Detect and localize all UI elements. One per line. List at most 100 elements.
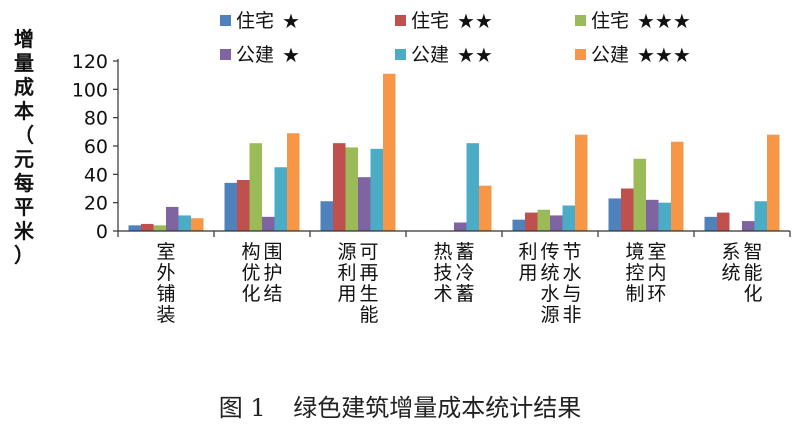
x-tick-label-char: 利 (518, 241, 537, 263)
bar (249, 143, 262, 231)
legend-label: 公建 (591, 44, 629, 66)
legend-label: 住宅 (591, 10, 629, 32)
bar (704, 216, 717, 231)
bar (633, 158, 646, 231)
x-tick-label-char: 装 (156, 304, 175, 326)
legend-item: 公建 ★★★ (575, 43, 691, 67)
x-tick-label-char: 室 (156, 241, 175, 263)
bar (550, 215, 563, 231)
y-axis-label-char: 元 (14, 147, 34, 171)
x-tick-label-char: 热 (433, 241, 452, 263)
x-tick-label-char: 结 (263, 283, 282, 305)
figure-title: 绿色建筑增量成本统计结果 (293, 394, 582, 422)
y-axis-label-char: 本 (14, 99, 34, 123)
legend: 住宅 ★ 住宅 ★★ 住宅 ★★★ 公建 ★ 公建 ★★ 公建 ★★★ (220, 9, 691, 67)
bar (383, 73, 396, 231)
bar (178, 215, 191, 231)
bar (287, 133, 300, 231)
bar (658, 202, 671, 231)
legend-label: 公建 (236, 44, 274, 66)
chart: 住宅 ★ 住宅 ★★ 住宅 ★★★ 公建 ★ 公建 ★★ 公建 ★★★ 0 20 40 60 80 100 120… (14, 9, 791, 326)
x-tick-label-char: 境 (625, 241, 644, 263)
legend-swatch (220, 49, 231, 60)
x-tick-label-char: 与 (562, 283, 581, 305)
x-tick-label-char: 能 (359, 304, 378, 326)
x-tick-label-char: 控 (625, 262, 644, 284)
x-tick-label-char: 水 (540, 283, 559, 305)
x-tick-label-char: 构 (241, 241, 260, 263)
figure-caption: 图 1 绿色建筑增量成本统计结果 (0, 388, 800, 423)
y-axis-label-char: 平 (14, 195, 34, 219)
x-tick-label-char: 统 (540, 262, 559, 284)
y-tick-label: 80 (84, 108, 108, 130)
x-tick-label-char: 围 (263, 241, 282, 263)
legend-stars: ★★★ (637, 9, 691, 33)
legend-stars: ★ (282, 9, 300, 33)
legend-stars: ★★ (457, 9, 493, 33)
x-tick-label-char: 环 (647, 283, 666, 305)
x-tick-label-char: 利 (337, 262, 356, 284)
legend-swatch (220, 15, 231, 26)
y-tick-label: 40 (84, 164, 108, 186)
x-tick-label-char: 外 (156, 262, 175, 284)
x-tick-label-char: 再 (359, 262, 378, 284)
y-axis-label-char: 量 (14, 51, 34, 75)
y-axis-label-char: 增 (14, 27, 34, 51)
bar (754, 201, 767, 231)
y-axis-label-char: ） (14, 243, 34, 267)
bar (166, 206, 179, 231)
figure-number: 图 1 (218, 394, 266, 422)
bar (646, 199, 659, 231)
y-tick-label: 120 (72, 51, 108, 73)
y-axis-label-char: 每 (14, 171, 34, 195)
x-tick-label-char: 传 (540, 241, 559, 263)
x-tick-label-char: 节 (562, 241, 581, 263)
x-tick-label-char: 技 (433, 262, 452, 284)
y-tick-label: 20 (84, 193, 108, 215)
x-tick-label-char: 源 (337, 241, 356, 263)
legend-swatch (575, 15, 586, 26)
bar (767, 134, 780, 231)
x-tick-label-char: 室 (647, 241, 666, 263)
bar (608, 198, 621, 231)
bar (466, 143, 479, 231)
y-tick-label: 0 (96, 221, 108, 243)
x-tick-label-char: 蓄 (455, 241, 474, 263)
x-tick-label-char: 智 (743, 241, 762, 263)
x-tick-label-char: 可 (359, 241, 378, 263)
legend-item: 住宅 ★ (220, 9, 300, 33)
bar (512, 219, 525, 231)
bar (141, 223, 154, 231)
x-tick-label-char: 内 (647, 262, 666, 284)
legend-stars: ★★★ (637, 43, 691, 67)
legend-item: 住宅 ★★★ (575, 9, 691, 33)
legend-label: 住宅 (236, 10, 274, 32)
bar (454, 222, 467, 231)
bars (128, 73, 780, 231)
x-tick-label-char: 系 (721, 241, 740, 263)
bar (320, 201, 333, 231)
x-tick-label-char: 用 (518, 262, 537, 284)
x-tick-label-char: 铺 (156, 283, 175, 305)
x-tick-label-char: 化 (241, 283, 260, 305)
x-tick-label-char: 源 (540, 304, 559, 326)
legend-label: 住宅 (411, 10, 449, 32)
legend-label: 公建 (411, 44, 449, 66)
bar (224, 182, 237, 231)
x-axis (117, 230, 791, 237)
x-tick-label-char: 化 (743, 283, 762, 305)
bar (671, 141, 684, 231)
x-tick-labels: 室外铺装围护结构优化可再生能源利用蓄冷蓄热技术节水与非传统水源利用室内环境控制智… (156, 241, 762, 326)
bar (479, 185, 492, 231)
x-tick-label-char: 生 (359, 283, 378, 305)
y-axis-label-char: （ (14, 123, 34, 147)
x-tick-label-char: 制 (625, 283, 644, 305)
x-tick-label-char: 优 (241, 262, 260, 284)
bar (525, 212, 538, 231)
bar (717, 212, 730, 231)
legend-stars: ★ (282, 43, 300, 67)
y-axis-label-char: 成 (14, 75, 34, 99)
x-tick-label-char: 统 (721, 262, 740, 284)
x-tick-label-char: 能 (743, 262, 762, 284)
